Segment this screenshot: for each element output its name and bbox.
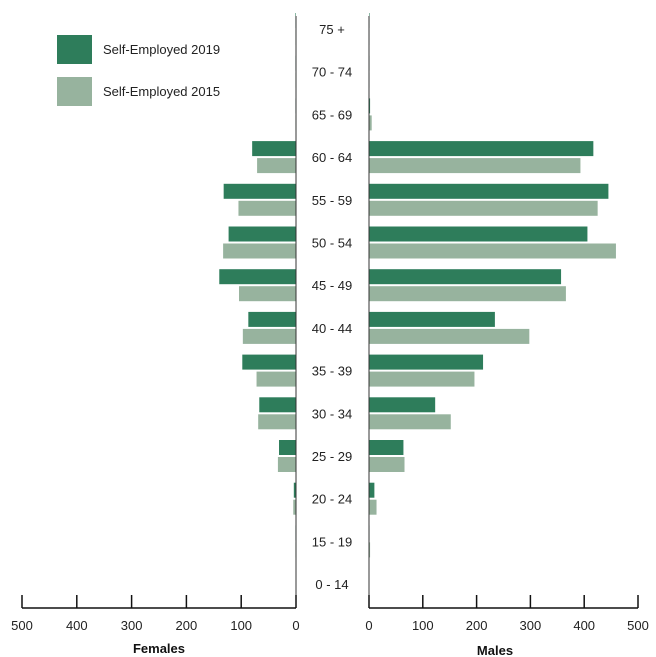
- bar-males-2015-65-69: [369, 115, 372, 131]
- females-tick-label: 300: [121, 618, 143, 633]
- age-label: 50 - 54: [312, 236, 352, 251]
- age-label: 45 - 49: [312, 278, 352, 293]
- age-group-labels: 75 + 70 - 74 65 - 69 60 - 64 55 - 59 50 - 54 4…: [312, 22, 352, 592]
- females-tick-label: 200: [176, 618, 198, 633]
- males-tick-label: 100: [412, 618, 434, 633]
- bar-males-2015-40-44: [369, 328, 530, 344]
- age-label: 55 - 59: [312, 193, 352, 208]
- age-label: 70 - 74: [312, 65, 352, 80]
- bar-females-2019-55-59: [223, 183, 296, 199]
- females-axis: 500 400 300 200 100 0: [11, 16, 300, 633]
- bar-females-2015-30-34: [258, 414, 296, 430]
- bar-males-2019-35-39: [369, 354, 484, 370]
- bar-females-2019-50-54: [228, 226, 296, 242]
- bar-females-2019-30-34: [259, 397, 296, 413]
- bar-females-2019-40-44: [248, 311, 296, 327]
- bar-males-2019-60-64: [369, 141, 594, 157]
- bar-males-2015-35-39: [369, 371, 475, 387]
- bar-males-2015-20-24: [369, 499, 377, 515]
- age-label: 30 - 34: [312, 406, 352, 421]
- age-label: 25 - 29: [312, 449, 352, 464]
- bar-males-2019-50-54: [369, 226, 588, 242]
- bar-females-2015-40-44: [242, 328, 296, 344]
- bar-males-2019-30-34: [369, 397, 436, 413]
- females-bars: [219, 13, 296, 558]
- females-axis-title: Females: [133, 641, 185, 656]
- age-label: 65 - 69: [312, 107, 352, 122]
- females-tick-label: 0: [292, 618, 299, 633]
- bar-males-2015-45-49: [369, 286, 566, 302]
- males-tick-label: 200: [466, 618, 488, 633]
- age-label: 15 - 19: [312, 534, 352, 549]
- bar-males-2019-55-59: [369, 183, 609, 199]
- bar-females-2019-20-24: [293, 482, 296, 498]
- bar-males-2019-20-24: [369, 482, 375, 498]
- age-label: 75 +: [319, 22, 345, 37]
- bar-males-2015-25-29: [369, 457, 405, 472]
- males-axis-title: Males: [477, 643, 513, 657]
- males-bars: [369, 13, 616, 558]
- bar-males-2019-40-44: [369, 311, 495, 327]
- bar-females-2019-45-49: [219, 269, 296, 285]
- age-label: 20 - 24: [312, 492, 352, 507]
- bar-males-2015-15-19: [369, 542, 371, 558]
- bar-females-2015-45-49: [239, 286, 296, 302]
- bar-males-2019-65-69: [369, 98, 371, 114]
- males-tick-label: 0: [365, 618, 372, 633]
- age-label: 40 - 44: [312, 321, 352, 336]
- legend-swatch-2015: [57, 77, 92, 106]
- age-label: 60 - 64: [312, 150, 352, 165]
- bar-males-2015-30-34: [369, 414, 451, 430]
- legend-swatch-2019: [57, 35, 92, 64]
- bar-females-2015-50-54: [223, 243, 296, 259]
- bar-females-2019-25-29: [279, 440, 296, 455]
- bar-males-2015-50-54: [369, 243, 616, 259]
- males-axis: 0 100 200 300 400 500: [365, 16, 649, 633]
- females-tick-label: 400: [66, 618, 88, 633]
- bar-males-2019-45-49: [369, 269, 562, 285]
- bar-females-2015-55-59: [238, 200, 296, 216]
- bar-females-2015-35-39: [256, 371, 296, 387]
- legend: Self-Employed 2019 Self-Employed 2015: [57, 35, 220, 106]
- age-label: 35 - 39: [312, 364, 352, 379]
- bar-males-2019-25-29: [369, 440, 404, 455]
- bar-males-2015-60-64: [369, 158, 581, 174]
- legend-label-2019: Self-Employed 2019: [103, 42, 220, 57]
- bar-females-2019-35-39: [242, 354, 296, 370]
- age-label: 0 - 14: [315, 577, 348, 592]
- bar-females-2015-20-24: [293, 499, 296, 515]
- males-tick-label: 500: [627, 618, 649, 633]
- males-tick-label: 300: [520, 618, 542, 633]
- males-tick-label: 400: [573, 618, 595, 633]
- bar-females-2015-25-29: [277, 457, 296, 472]
- bar-females-2019-60-64: [252, 141, 296, 157]
- females-tick-label: 100: [230, 618, 252, 633]
- bar-females-2015-60-64: [257, 158, 296, 174]
- bar-males-2015-55-59: [369, 200, 598, 216]
- females-tick-label: 500: [11, 618, 33, 633]
- legend-label-2015: Self-Employed 2015: [103, 84, 220, 99]
